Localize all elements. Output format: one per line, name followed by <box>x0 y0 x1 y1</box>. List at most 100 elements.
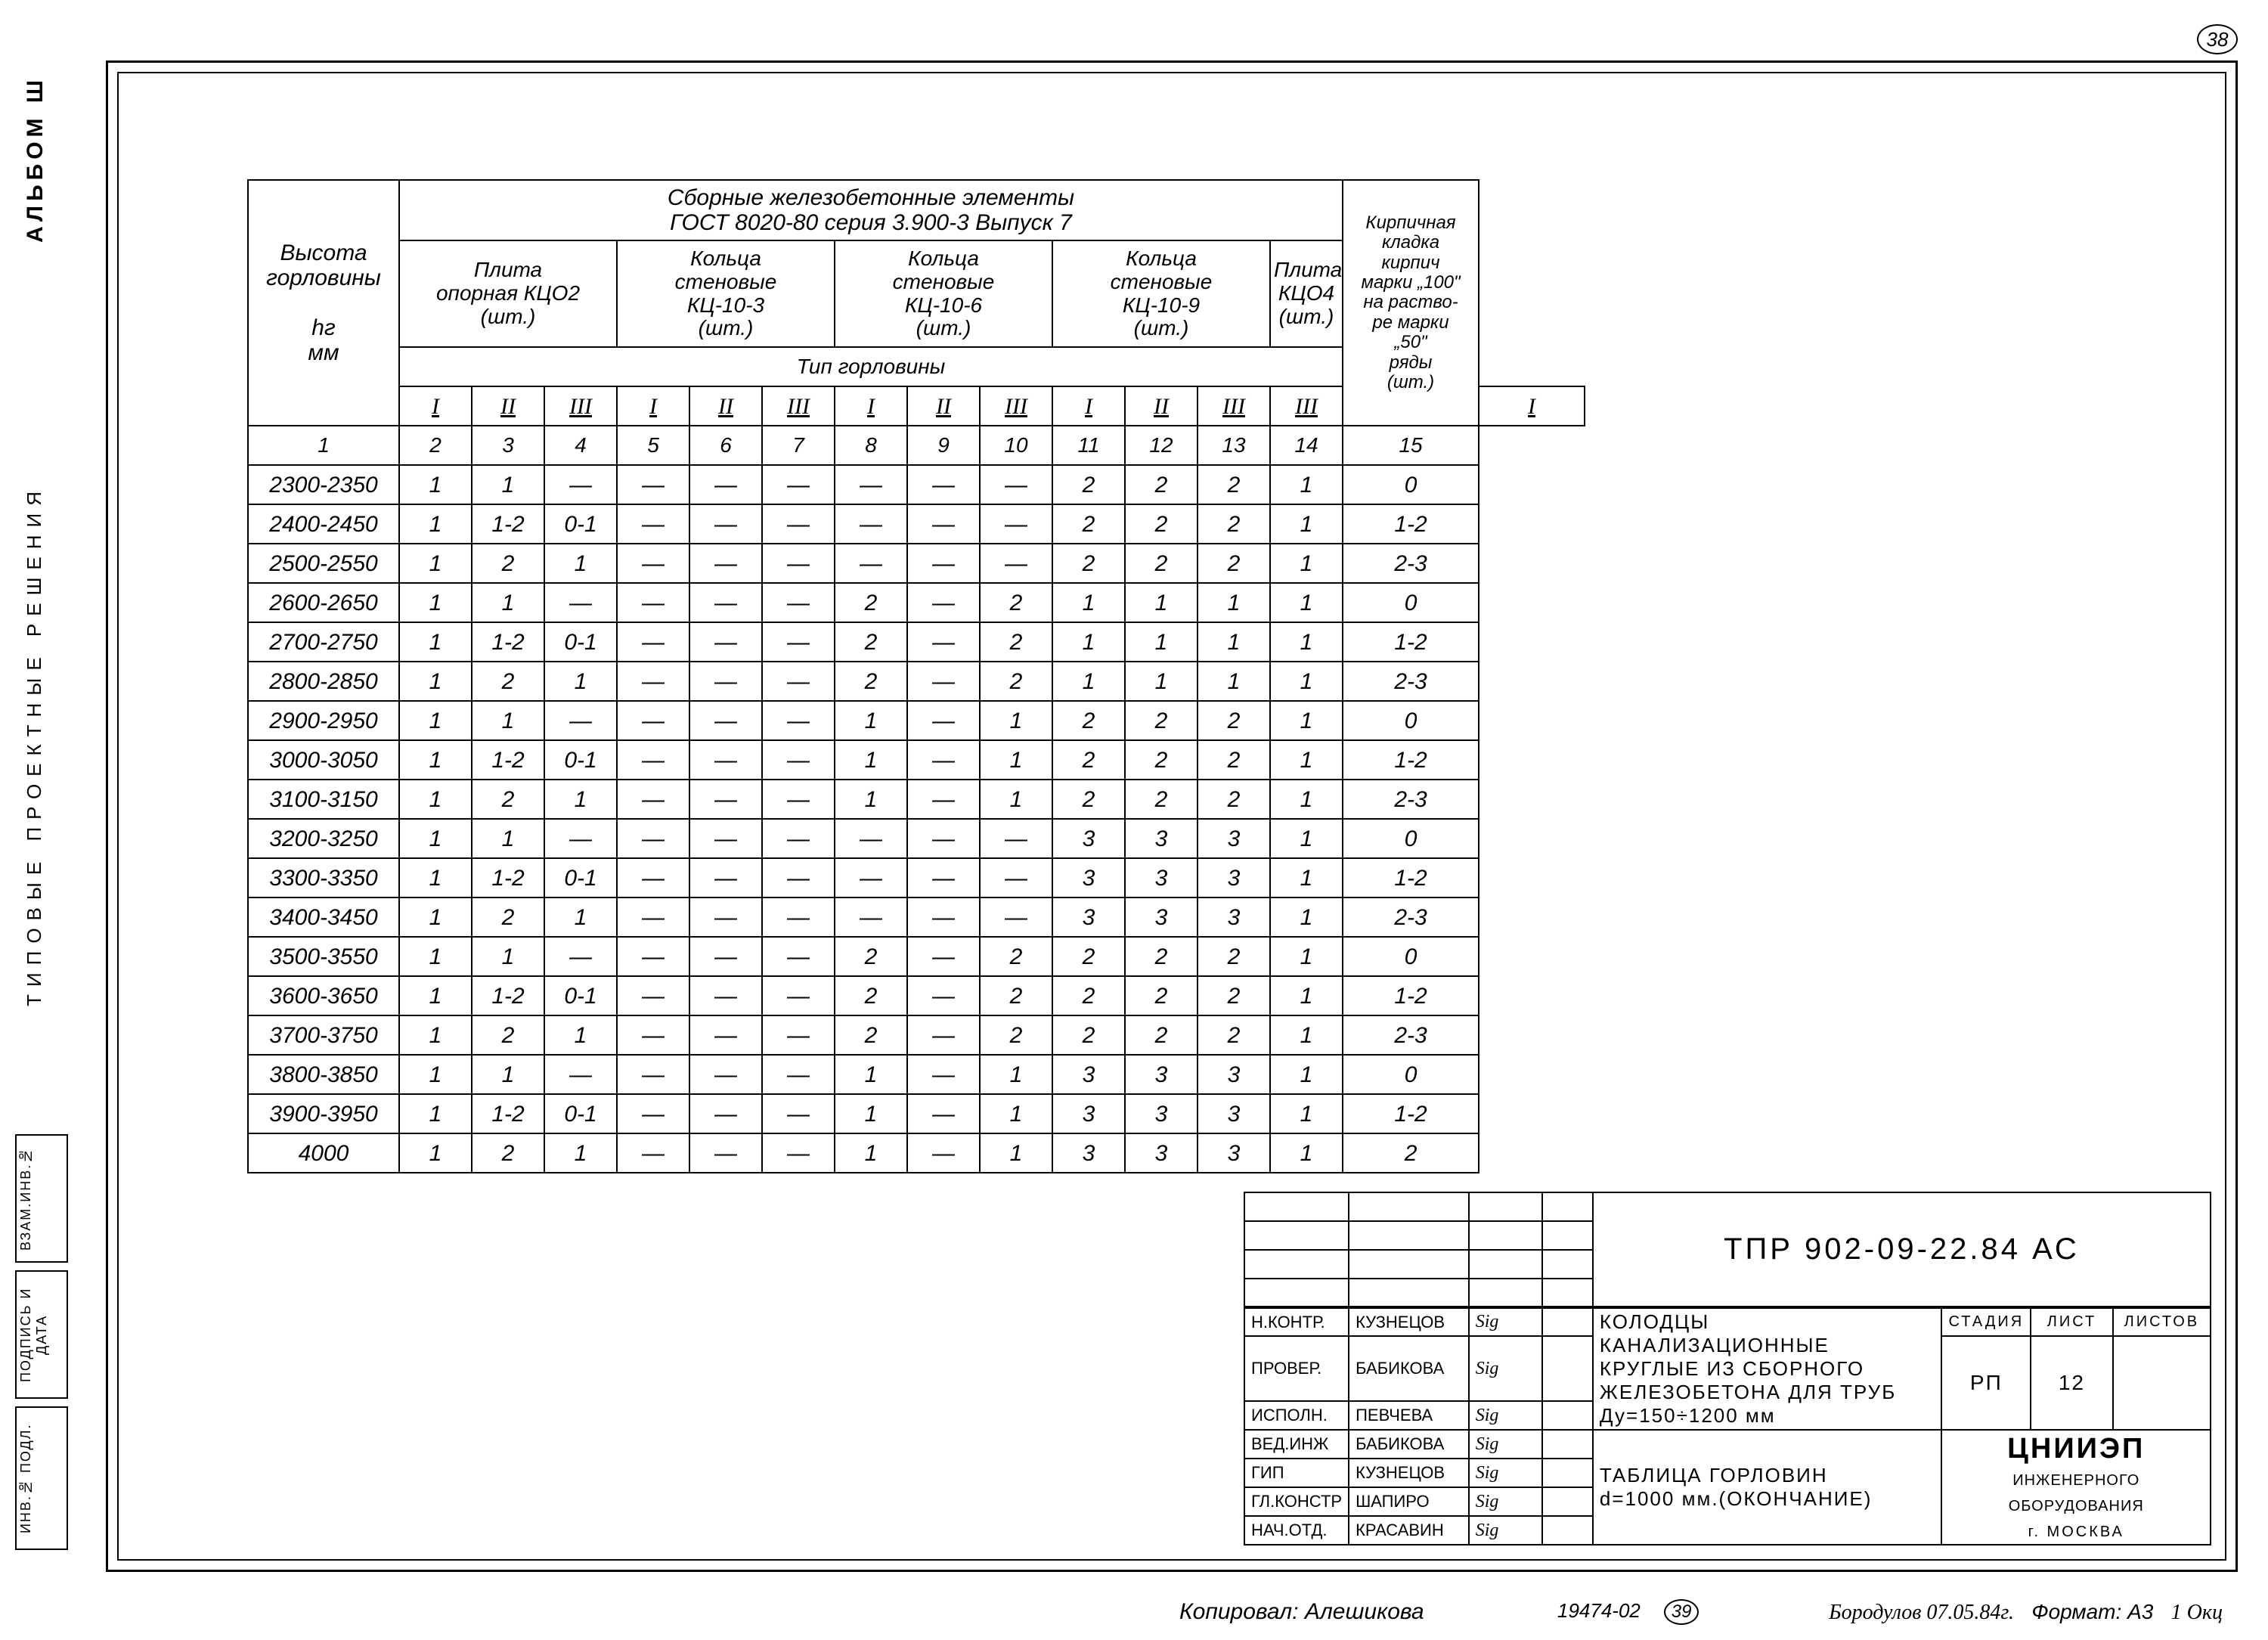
org: ЦНИИЭП ИНЖЕНЕРНОГО ОБОРУДОВАНИЯ г. МОСКВ… <box>1941 1430 2211 1545</box>
cell: — <box>762 937 835 976</box>
role-4: ГИП <box>1244 1459 1349 1487</box>
sheet-h: ЛИСТ <box>2031 1307 2113 1336</box>
role-1: ПРОВЕР. <box>1244 1336 1349 1401</box>
cell-height: 3900-3950 <box>248 1094 399 1133</box>
cell-height: 3800-3850 <box>248 1055 399 1094</box>
cell: — <box>762 583 835 622</box>
name-2: ПЕВЧЕВА <box>1349 1401 1469 1430</box>
cell: — <box>689 662 762 701</box>
role-0: Н.КОНТР. <box>1244 1307 1349 1336</box>
cell-height: 3100-3150 <box>248 780 399 819</box>
ref-number: 19474-02 39 <box>1557 1599 1699 1625</box>
cell: 1 <box>1270 858 1343 898</box>
cell: 2 <box>1052 740 1125 780</box>
cell: 2 <box>1052 780 1125 819</box>
cell: 2 <box>1125 740 1198 780</box>
cell: — <box>762 740 835 780</box>
cell: 1 <box>1270 662 1343 701</box>
cell: — <box>907 819 980 858</box>
cell: — <box>689 780 762 819</box>
cell: — <box>762 544 835 583</box>
cell: 2 <box>980 662 1052 701</box>
cell: 0-1 <box>544 858 617 898</box>
table-row: 2500-2550121——————22212-3 <box>248 544 1585 583</box>
cell: 3 <box>1052 1094 1125 1133</box>
cell: 2 <box>1125 504 1198 544</box>
cell-height: 3600-3650 <box>248 976 399 1015</box>
cell: 3 <box>1052 898 1125 937</box>
cell: 2 <box>1125 544 1198 583</box>
cell: 2 <box>472 898 544 937</box>
cell: 1 <box>1270 976 1343 1015</box>
cell: 3 <box>1198 819 1270 858</box>
table-row: 3300-335011-20-1——————33311-2 <box>248 858 1585 898</box>
hdr-super: Сборные железобетонные элементы ГОСТ 802… <box>399 180 1343 240</box>
cell: 1 <box>399 1015 472 1055</box>
cell: 2 <box>835 662 907 701</box>
cell: 1 <box>980 1094 1052 1133</box>
cell: 2 <box>835 976 907 1015</box>
name-5: ШАПИРО <box>1349 1487 1469 1516</box>
cell: — <box>980 504 1052 544</box>
cell: 1-2 <box>1343 858 1479 898</box>
cell: — <box>689 898 762 937</box>
cell-height: 3400-3450 <box>248 898 399 937</box>
cell: 1 <box>980 1055 1052 1094</box>
cell: 1 <box>980 701 1052 740</box>
cell: 3 <box>1198 1133 1270 1173</box>
table-row: 2400-245011-20-1——————22211-2 <box>248 504 1585 544</box>
cell: 1 <box>1270 504 1343 544</box>
name-6: КРАСАВИН <box>1349 1516 1469 1545</box>
cell: 1 <box>399 819 472 858</box>
cell: — <box>835 858 907 898</box>
cell: 1 <box>835 1094 907 1133</box>
copied-by: Копировал: Алешикова <box>1179 1599 1424 1625</box>
cell: 2 <box>980 583 1052 622</box>
cell: — <box>617 780 689 819</box>
role-5: ГЛ.КОНСТР <box>1244 1487 1349 1516</box>
cell: 2 <box>1198 504 1270 544</box>
cell: 2 <box>1198 465 1270 504</box>
cell: 2 <box>472 780 544 819</box>
cell: — <box>544 937 617 976</box>
cell: — <box>907 583 980 622</box>
hdr-hr: Высота горловины hг мм <box>248 180 399 426</box>
cell: — <box>762 504 835 544</box>
cell: 2 <box>1052 1015 1125 1055</box>
side-box-inv-podl: ИНВ.№ ПОДЛ. <box>15 1406 68 1550</box>
role-2: ИСПОЛН. <box>1244 1401 1349 1430</box>
cell: 0 <box>1343 465 1479 504</box>
cell: 1 <box>544 780 617 819</box>
cell: — <box>689 1094 762 1133</box>
cell: — <box>907 504 980 544</box>
cell: — <box>907 1015 980 1055</box>
cell: 1 <box>1270 1133 1343 1173</box>
cell: 1 <box>399 583 472 622</box>
sheets-h: ЛИСТОВ <box>2113 1307 2211 1336</box>
cell: 1-2 <box>1343 504 1479 544</box>
cell-height: 3200-3250 <box>248 819 399 858</box>
cell: 2 <box>472 1133 544 1173</box>
cell: 2 <box>1052 504 1125 544</box>
cell: — <box>617 1055 689 1094</box>
table-row: 3400-3450121——————33312-3 <box>248 898 1585 937</box>
cell: 2 <box>1198 937 1270 976</box>
cell: — <box>689 544 762 583</box>
cell: — <box>689 622 762 662</box>
cell: 2 <box>472 544 544 583</box>
cell: 1 <box>835 740 907 780</box>
cell: 3 <box>1125 1055 1198 1094</box>
drawing-code: ТПР 902-09-22.84 АС <box>1593 1192 2211 1307</box>
cell: 3 <box>1052 819 1125 858</box>
desc1: КОЛОДЦЫ КАНАЛИЗАЦИОННЫЕ КРУГЛЫЕ ИЗ СБОРН… <box>1593 1307 1942 1430</box>
cell: 1-2 <box>1343 1094 1479 1133</box>
cell: 1 <box>1052 622 1125 662</box>
cell: — <box>689 583 762 622</box>
cell: 1 <box>399 465 472 504</box>
cell: — <box>907 662 980 701</box>
cell: 1 <box>399 504 472 544</box>
page-number-top: 38 <box>2197 24 2238 54</box>
cell: 0 <box>1343 701 1479 740</box>
cell: 2 <box>472 662 544 701</box>
cell: — <box>617 662 689 701</box>
